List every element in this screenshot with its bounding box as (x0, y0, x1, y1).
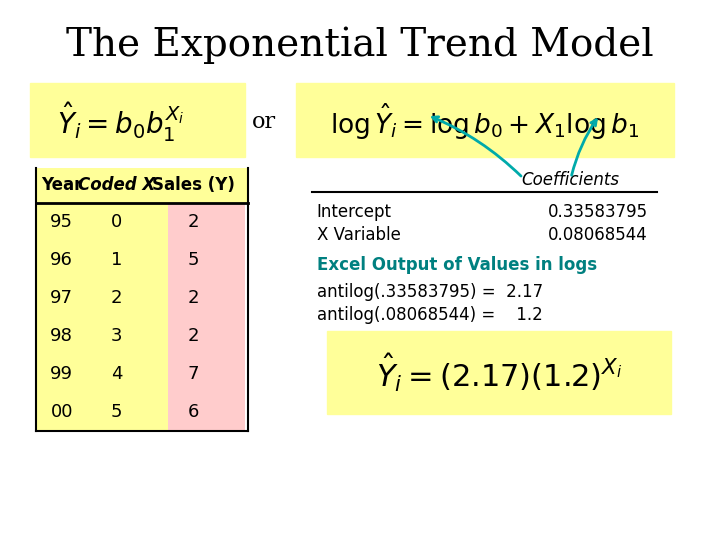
FancyBboxPatch shape (36, 241, 91, 279)
Text: The Exponential Trend Model: The Exponential Trend Model (66, 26, 654, 64)
FancyBboxPatch shape (91, 203, 168, 241)
FancyBboxPatch shape (168, 355, 245, 393)
FancyBboxPatch shape (168, 393, 245, 431)
Text: antilog(.08068544) =    1.2: antilog(.08068544) = 1.2 (317, 306, 543, 324)
Text: 3: 3 (111, 327, 122, 345)
Text: 6: 6 (187, 403, 199, 421)
FancyBboxPatch shape (36, 393, 91, 431)
FancyBboxPatch shape (168, 241, 245, 279)
FancyBboxPatch shape (91, 241, 168, 279)
FancyBboxPatch shape (168, 279, 245, 317)
FancyBboxPatch shape (91, 355, 168, 393)
Text: 7: 7 (187, 365, 199, 383)
Text: 95: 95 (50, 213, 73, 231)
Text: 00: 00 (50, 403, 73, 421)
Text: $\log \hat{Y}_i = \log b_0 + X_1 \log b_1$: $\log \hat{Y}_i = \log b_0 + X_1 \log b_… (330, 102, 639, 142)
Text: 5: 5 (111, 403, 122, 421)
FancyBboxPatch shape (36, 203, 91, 241)
Text: 0.08068544: 0.08068544 (548, 226, 648, 244)
FancyBboxPatch shape (168, 203, 245, 241)
Text: Year: Year (41, 176, 83, 194)
FancyBboxPatch shape (30, 83, 245, 157)
Text: 96: 96 (50, 251, 73, 269)
Text: X Variable: X Variable (317, 226, 401, 244)
FancyBboxPatch shape (36, 279, 91, 317)
FancyBboxPatch shape (168, 317, 245, 355)
FancyBboxPatch shape (36, 168, 248, 203)
Text: Sales (Y): Sales (Y) (152, 176, 235, 194)
Text: 2: 2 (187, 289, 199, 307)
Text: 2: 2 (187, 213, 199, 231)
Text: 2: 2 (111, 289, 122, 307)
Text: $\hat{Y}_i = (2.17)(1.2)^{X_i}$: $\hat{Y}_i = (2.17)(1.2)^{X_i}$ (376, 352, 622, 394)
Text: Intercept: Intercept (317, 203, 392, 221)
Text: antilog(.33583795) =  2.17: antilog(.33583795) = 2.17 (317, 283, 543, 301)
Text: 1: 1 (111, 251, 122, 269)
FancyBboxPatch shape (91, 393, 168, 431)
FancyBboxPatch shape (328, 331, 670, 414)
Text: 0: 0 (111, 213, 122, 231)
Text: or: or (252, 111, 276, 133)
FancyBboxPatch shape (91, 279, 168, 317)
Text: 0.33583795: 0.33583795 (547, 203, 648, 221)
Text: $\hat{Y}_i = b_0 b_1^{X_i}$: $\hat{Y}_i = b_0 b_1^{X_i}$ (57, 100, 184, 144)
Text: 5: 5 (187, 251, 199, 269)
FancyBboxPatch shape (36, 355, 91, 393)
Text: 99: 99 (50, 365, 73, 383)
Text: 4: 4 (111, 365, 122, 383)
Text: 2: 2 (187, 327, 199, 345)
FancyBboxPatch shape (36, 317, 91, 355)
Text: Coded X: Coded X (78, 176, 155, 194)
FancyBboxPatch shape (91, 317, 168, 355)
Text: 97: 97 (50, 289, 73, 307)
Text: Excel Output of Values in logs: Excel Output of Values in logs (317, 256, 597, 274)
Text: 98: 98 (50, 327, 73, 345)
FancyBboxPatch shape (296, 83, 673, 157)
Text: Coefficients: Coefficients (521, 171, 619, 189)
